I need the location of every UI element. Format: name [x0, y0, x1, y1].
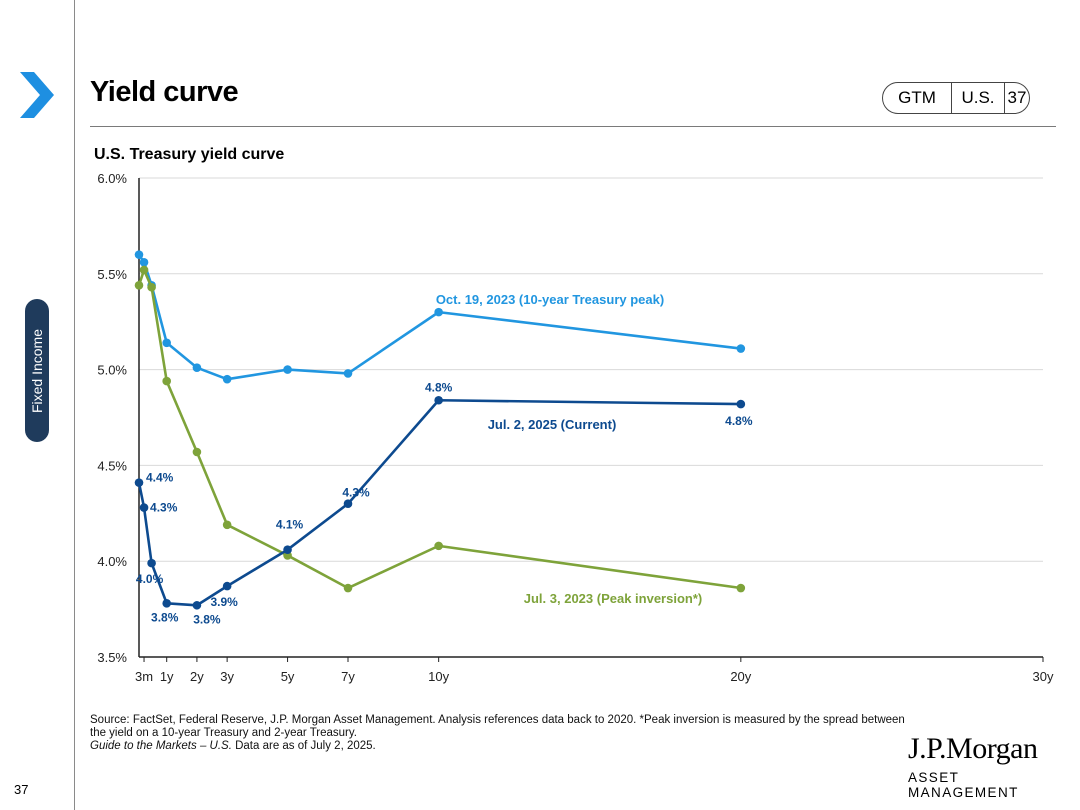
data-point [736, 399, 746, 409]
data-point [139, 265, 149, 275]
data-point [162, 376, 171, 386]
page-title: Yield curve [90, 76, 239, 108]
x-tick-label: 30y [1033, 669, 1054, 684]
series-label: Jul. 2, 2025 (Current) [488, 417, 617, 432]
data-point [222, 520, 232, 530]
data-label: 4.4% [146, 471, 174, 485]
data-label: 4.3% [150, 501, 178, 515]
x-tick-label: 3m [135, 669, 153, 684]
data-point [434, 307, 443, 317]
y-tick-label: 4.5% [97, 458, 127, 473]
y-tick-label: 5.5% [97, 267, 127, 282]
data-point [343, 499, 353, 509]
data-label: 3.9% [210, 595, 238, 609]
data-label: 4.1% [276, 518, 304, 532]
x-tick-label: 20y [730, 669, 751, 684]
data-point [162, 338, 171, 348]
left-divider [74, 0, 75, 810]
x-tick-label: 5y [281, 669, 295, 684]
series-line [137, 253, 741, 381]
data-point [134, 478, 144, 487]
y-tick-label: 6.0% [97, 171, 127, 186]
data-point [192, 600, 202, 610]
data-point [147, 558, 156, 568]
data-label: 4.0% [136, 572, 164, 586]
chart-title: U.S. Treasury yield curve [94, 146, 285, 163]
yield-curve-chart: 3.5% 4.0% 4.5% 5.0% 5.5% 6.0% 3m 1y 2y 3y 5y 7y 10y 2… [97, 171, 1054, 684]
y-tick-label: 4.0% [97, 554, 127, 569]
page-number: 37 [14, 782, 29, 797]
data-point [147, 282, 156, 292]
guide-title: Guide to the Markets – U.S. [90, 740, 232, 752]
data-label: 3.8% [151, 610, 179, 624]
title-divider [90, 126, 1056, 127]
data-point [134, 250, 144, 259]
badge-gtm: GTM [883, 83, 952, 113]
data-point [434, 395, 443, 405]
data-date: Data are as of July 2, 2025. [231, 740, 376, 752]
x-tick-label: 7y [341, 669, 355, 684]
data-point [343, 369, 353, 378]
data-point [283, 365, 292, 374]
y-tick-label: 5.0% [97, 363, 127, 378]
data-label: 4.8% [425, 380, 453, 394]
badge-region: U.S. [952, 83, 1005, 113]
data-point [134, 280, 144, 290]
y-tick-label: 3.5% [97, 650, 127, 665]
data-point [162, 599, 171, 608]
x-tick-label: 2y [190, 669, 204, 684]
data-point [736, 583, 746, 593]
data-point [192, 363, 202, 372]
series-label: Oct. 19, 2023 (10-year Treasury peak) [436, 292, 664, 307]
data-point [283, 545, 292, 555]
series-line [137, 268, 742, 590]
series-label: Jul. 3, 2023 (Peak inversion*) [524, 591, 702, 606]
x-tick-label: 10y [428, 669, 449, 684]
data-point [222, 374, 232, 384]
guide-badge: GTM U.S. 37 [882, 82, 1030, 114]
jpmorgan-logo: J.P.Morgan ASSET MANAGEMENT [908, 732, 1058, 800]
section-tab[interactable]: Fixed Income [25, 299, 49, 442]
data-point [434, 541, 443, 551]
data-point [139, 258, 149, 267]
data-point [192, 447, 202, 457]
data-point [736, 344, 746, 353]
chevron-right-icon [20, 72, 54, 118]
data-point [139, 503, 149, 512]
logo-tagline: ASSET MANAGEMENT [908, 770, 1019, 800]
source-text: Source: FactSet, Federal Reserve, J.P. M… [90, 714, 905, 739]
badge-page: 37 [1007, 88, 1027, 107]
logo-name: J.P.Morgan [908, 732, 1038, 765]
x-tick-label: 3y [220, 669, 234, 684]
data-label: 4.3% [342, 486, 370, 500]
source-note: Source: FactSet, Federal Reserve, J.P. M… [90, 714, 910, 753]
data-point [343, 583, 353, 593]
data-label: 3.8% [193, 612, 221, 626]
data-label: 4.8% [725, 414, 753, 428]
series-line [137, 398, 741, 607]
data-point [222, 581, 232, 591]
x-tick-label: 1y [160, 669, 174, 684]
